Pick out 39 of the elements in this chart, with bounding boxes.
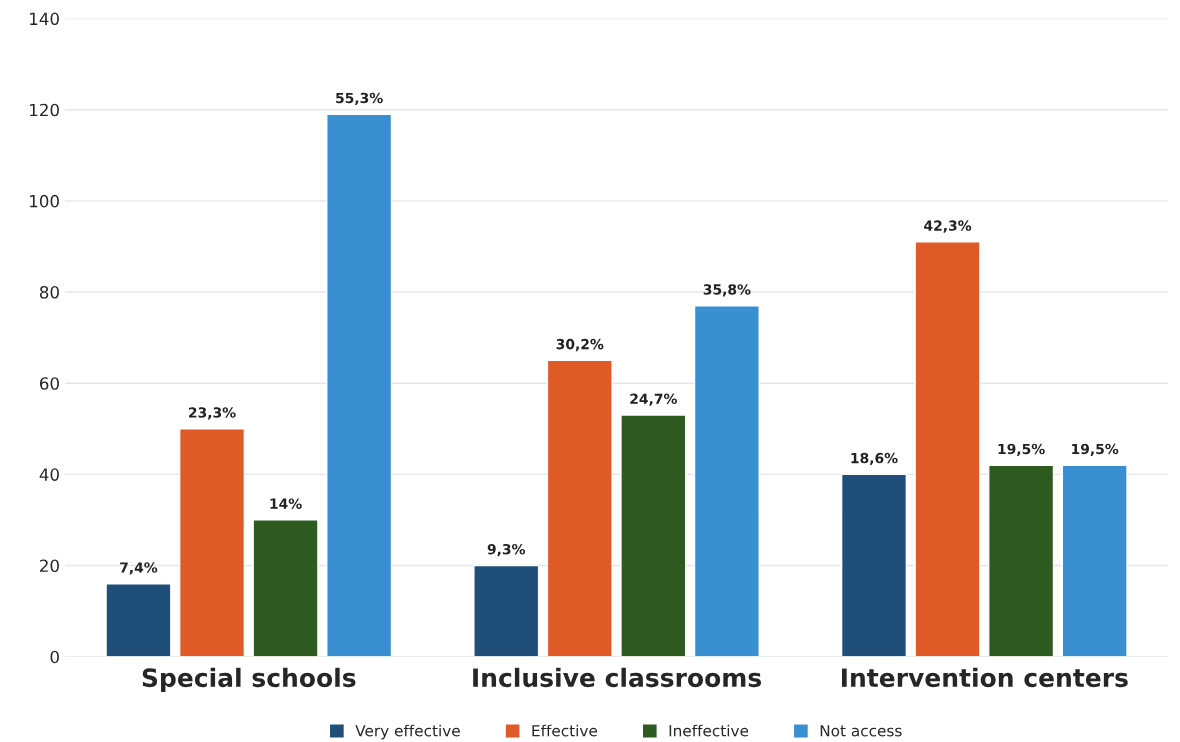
y-tick-label: 0 <box>50 650 59 664</box>
annotation: 7,4% <box>120 562 158 575</box>
y-tick-label: 140 <box>30 12 59 26</box>
bar <box>178 428 246 657</box>
bar <box>840 473 908 657</box>
annotation: 19,5% <box>998 443 1045 456</box>
y-tick-label: 60 <box>39 377 59 390</box>
y-tick-label: 40 <box>39 468 59 481</box>
annotation: 24,7% <box>630 393 677 406</box>
x-tick-label: Intervention centers <box>841 667 1128 688</box>
bar <box>326 113 393 657</box>
bar <box>620 414 687 657</box>
bar <box>914 241 981 657</box>
annotation: 23,3% <box>189 407 236 420</box>
annotation: 9,3% <box>487 543 526 557</box>
bar <box>252 519 319 657</box>
annotation: 35,8% <box>703 284 751 297</box>
x-tick-label: Inclusive classrooms <box>473 667 762 688</box>
bar <box>105 583 172 657</box>
annotation: 42,3% <box>924 220 972 233</box>
y-tick-label: 120 <box>30 103 59 117</box>
legend-label: Ineffective <box>669 724 749 737</box>
y-tick-label: 80 <box>39 285 59 299</box>
y-tick-label: 100 <box>30 194 59 208</box>
legend-label: Very effective <box>355 724 460 740</box>
bar <box>473 564 540 657</box>
annotation: 14% <box>270 498 302 509</box>
y-tick-label: 20 <box>40 559 59 573</box>
bar <box>1061 464 1128 657</box>
x-tick-label: Special schools <box>142 667 356 692</box>
legend-label: Not access <box>820 725 902 737</box>
annotation: 55,3% <box>336 92 383 106</box>
bar <box>546 359 613 657</box>
annotation: 30,2% <box>556 338 604 352</box>
annotation: 19,5% <box>1072 443 1119 456</box>
annotation: 18,6% <box>851 452 898 466</box>
bar <box>693 305 760 657</box>
legend-label: Effective <box>532 724 598 737</box>
bar <box>988 464 1055 657</box>
